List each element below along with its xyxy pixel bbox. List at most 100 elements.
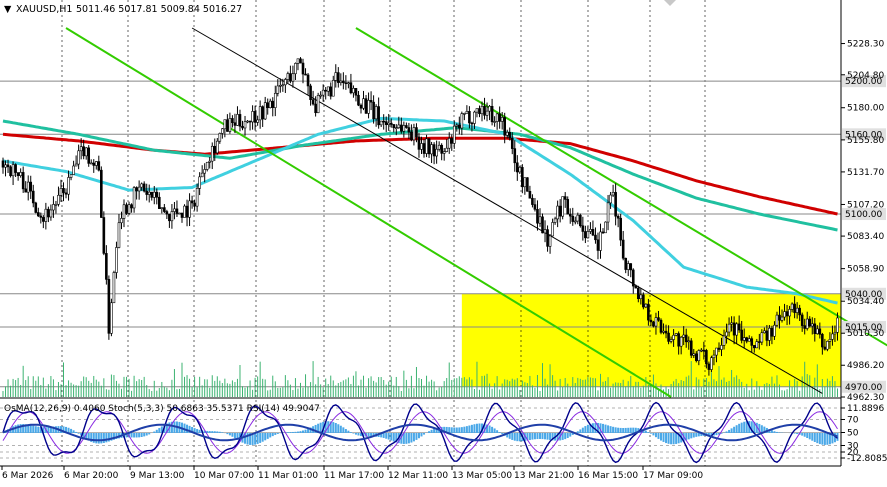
candle-body — [836, 317, 839, 333]
candle-body — [513, 148, 517, 164]
candle-body — [160, 207, 164, 209]
candle-body — [125, 204, 128, 214]
candle-body — [243, 121, 247, 129]
candle-body — [510, 137, 514, 149]
candle-body — [417, 136, 421, 150]
candle-body — [422, 143, 426, 154]
candle-body — [516, 162, 519, 173]
candle-body — [498, 113, 501, 122]
candle-body — [523, 177, 527, 188]
candle-body — [342, 80, 345, 84]
candle-body — [147, 191, 151, 195]
candle-body — [745, 337, 749, 342]
chart-shift-marker-icon[interactable] — [664, 0, 676, 6]
candle-body — [634, 285, 638, 289]
candle-body — [72, 165, 75, 175]
candle-body — [775, 314, 779, 326]
candle-body — [180, 212, 184, 218]
stochastic-signal-line — [2, 411, 838, 454]
candle-body — [405, 125, 408, 128]
candle-body — [747, 338, 751, 342]
candle-body — [692, 353, 696, 356]
candle-body — [667, 332, 670, 342]
candle-body — [34, 202, 38, 213]
trend-line-thin[interactable] — [191, 27, 823, 394]
candle-body — [475, 108, 479, 113]
candle-body — [19, 172, 22, 176]
candle-body — [251, 111, 254, 123]
candle-body — [722, 335, 726, 346]
candle-body — [793, 303, 796, 313]
moving-average-teal[interactable] — [2, 119, 838, 232]
candle-body — [79, 146, 83, 152]
candle-body — [107, 279, 111, 334]
candle-body — [115, 247, 118, 273]
level-price-tag-label: 5015.00 — [845, 323, 882, 333]
candle-body — [430, 144, 433, 155]
candle-body — [780, 316, 784, 321]
trend-channel-line[interactable] — [355, 27, 887, 397]
stochastic-main-line — [2, 401, 838, 464]
candle-body — [311, 99, 315, 105]
candle-body — [543, 229, 547, 234]
symbol-menu-icon[interactable]: ▼ — [4, 4, 12, 15]
time-axis-tick-label: 10 Mar 07:00 — [194, 471, 254, 481]
candle-body — [760, 332, 764, 343]
candle-body — [712, 354, 716, 359]
candle-body — [677, 333, 680, 347]
candle-body — [619, 217, 622, 241]
candle-body — [599, 231, 602, 251]
candle-body — [556, 205, 559, 220]
candle-body — [553, 218, 557, 223]
candle-body — [773, 324, 776, 337]
candle-body — [437, 144, 441, 150]
candle-body — [67, 177, 70, 195]
candle-body — [347, 82, 350, 84]
candle-body — [57, 194, 60, 205]
candle-body — [228, 118, 232, 132]
candle-body — [258, 106, 262, 121]
candle-body — [324, 89, 327, 92]
rsi-line — [2, 423, 838, 442]
candle-body — [286, 73, 290, 80]
candle-body — [589, 229, 592, 232]
candle-body — [82, 146, 85, 157]
candle-body — [425, 138, 428, 154]
price-axis-tick-label: 5083.40 — [847, 232, 884, 242]
candle-body — [445, 147, 449, 152]
candle-body — [581, 225, 585, 232]
candle-body — [4, 164, 7, 168]
candle-body — [558, 205, 562, 217]
candle-body — [59, 188, 63, 196]
candle-body — [435, 148, 438, 157]
candle-body — [200, 172, 204, 178]
candle-body — [215, 140, 219, 154]
candle-body — [455, 124, 459, 127]
candle-body — [170, 211, 174, 222]
level-price-tag-label: 5200.00 — [845, 77, 882, 87]
candle-body — [616, 215, 620, 219]
candle-body — [483, 105, 486, 116]
candle-body — [301, 62, 305, 75]
candle-body — [74, 163, 78, 167]
candle-body — [657, 317, 660, 321]
candle-body — [321, 89, 325, 96]
level-price-tag-label: 5040.00 — [845, 290, 882, 300]
candle-body — [354, 88, 358, 96]
candle-body — [392, 124, 396, 129]
candle-body — [387, 122, 391, 125]
candle-body — [319, 94, 322, 97]
candle-body — [521, 167, 524, 188]
candle-body — [221, 128, 224, 134]
support-zone-rectangle[interactable] — [461, 293, 841, 387]
candle-body — [803, 325, 807, 329]
candle-body — [52, 204, 55, 211]
candle-body — [833, 332, 837, 335]
time-axis-tick-label: 6 Mar 20:00 — [64, 471, 119, 481]
candle-body — [314, 103, 317, 114]
candle-body — [528, 191, 532, 199]
trend-channel-line[interactable] — [65, 27, 672, 398]
candle-body — [190, 200, 194, 204]
candle-body — [94, 161, 98, 166]
